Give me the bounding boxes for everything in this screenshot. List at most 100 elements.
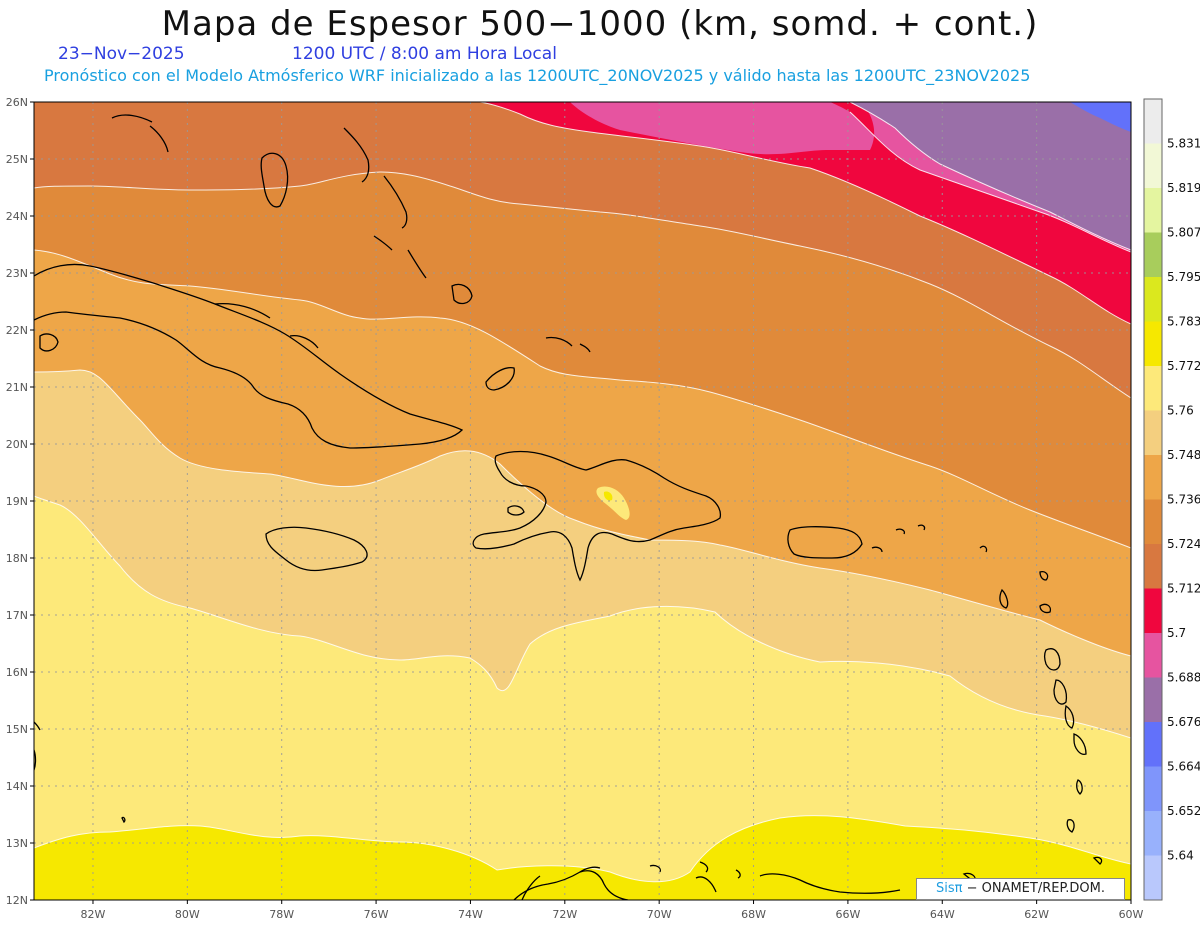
colorbar-swatch [1144,499,1162,545]
lat-label: 17N [6,609,28,622]
lon-label: 66W [835,908,860,921]
coast-puerto-rico [787,526,863,559]
colorbar-swatch [1144,366,1162,411]
colorbar-swatch [1144,410,1162,456]
colorbar-swatch [1144,811,1162,856]
lon-label: 60W [1119,908,1144,921]
coast-bahamas-andros [260,152,289,208]
colorbar-swatch [1144,766,1162,812]
colorbar-label: 5.64 [1167,849,1194,863]
lat-label: 24N [6,210,28,223]
coast-leeward [979,545,1052,614]
coast-guadeloupe [1043,648,1068,705]
coast-grenada [1066,819,1075,833]
lat-label: 15N [6,723,28,736]
colorbar-swatch [1144,677,1162,723]
credit-box: Sisπ − ONAMET/REP.DOM. [916,878,1125,900]
coast-st-vincent [1076,779,1083,795]
colorbar-label: 5.772 [1167,359,1200,373]
latitude-labels: 26N 25N 24N 23N 22N 21N 20N 19N 18N 17N 16N 15N 14N 1… [6,96,34,907]
credit-text: − ONAMET/REP.DOM. [962,881,1105,896]
lon-label: 74W [458,908,483,921]
coast-aruba-curacao [649,861,741,879]
colorbar-swatch [1144,99,1162,144]
colorbar-label: 5.76 [1167,404,1194,418]
colorbar-swatch [1144,855,1162,901]
coast-bahamas-exuma [373,235,393,251]
lon-label: 80W [175,908,200,921]
forecast-time: 1200 UTC / 8:00 am Hora Local [292,44,557,64]
colorbar-label: 5.7 [1167,626,1186,640]
coast-virgin-islands [871,524,926,553]
colorbar-label: 5.795 [1167,270,1200,284]
coast-cuba [34,263,464,449]
colorbar-frame [1143,98,1163,901]
colorbar-label: 5.807 [1167,226,1200,240]
lat-label: 18N [6,552,28,565]
lat-label: 16N [6,666,28,679]
lon-label: 82W [81,908,106,921]
coast-bahamas-inagua [451,283,473,305]
coast-turks [485,366,515,391]
lat-lon-grid [34,102,1131,900]
colorbar-swatch [1144,588,1162,634]
lon-label: 70W [647,908,672,921]
colorbar-label: 5.688 [1167,671,1200,685]
colorbar-label: 5.831 [1167,137,1200,151]
longitude-labels: 82W 80W 78W 76W 74W 72W 70W 68W 66W 64W 62W 60W [81,900,1144,921]
lon-label: 64W [930,908,955,921]
lat-label: 20N [6,438,28,451]
colorbar-label: 5.819 [1167,181,1200,195]
lon-label: 76W [364,908,389,921]
coast-martinique [1064,704,1075,729]
thickness-fill-layer [34,102,1131,900]
colorbar-swatch [1144,321,1162,367]
lon-label: 78W [269,908,294,921]
coast-jamaica [265,526,368,572]
colorbar-label: 5.783 [1167,315,1200,329]
colorbar-swatch [1144,544,1162,589]
credit-brand: Sisπ [935,881,963,896]
contour-lines [34,102,1131,883]
colorbar-label: 5.724 [1167,537,1200,551]
coast-isla-providencia [121,816,126,824]
colorbar-label: 5.712 [1167,582,1200,596]
coast-guajira [521,866,601,900]
band-purple [850,102,1131,250]
band-blue [1070,102,1131,132]
colorbar-label: 5.736 [1167,493,1200,507]
coast-tobago [1092,856,1103,865]
coast-st-lucia [1073,733,1087,755]
lat-label: 19N [6,495,28,508]
coast-gonave [507,505,525,516]
coast-hispaniola [472,450,722,582]
coast-cuba-north-keys [214,302,319,349]
lat-label: 12N [6,894,28,907]
colorbar-swatch [1144,277,1162,322]
forecast-subtitle: Pronóstico con el Modelo Atmósferico WRF… [44,66,1031,85]
lat-label: 22N [6,324,28,337]
lat-label: 13N [6,837,28,850]
lat-label: 23N [6,267,28,280]
colorbar-swatch [1144,232,1162,278]
colorbar-label: 5.652 [1167,804,1200,818]
lat-label: 25N [6,153,28,166]
coastlines [34,114,1103,900]
page-title: Mapa de Espesor 500−1000 (km, somd. + co… [161,4,1039,44]
colorbar-label: 5.664 [1167,760,1200,774]
coast-bahamas-cat [383,175,408,229]
lon-label: 72W [552,908,577,921]
colorbar-swatch [1144,143,1162,189]
coast-caicos [545,336,591,353]
lat-label: 26N [6,96,28,109]
colorbar: 5.831 5.819 5.807 5.795 5.783 5.772 5.76 5.748 5… [1143,98,1200,901]
coast-bahamas-long [407,249,427,279]
colorbar-label: 5.676 [1167,715,1200,729]
lat-label: 21N [6,381,28,394]
colorbar-swatch [1144,188,1162,233]
colorbar-label: 5.748 [1167,448,1200,462]
coast-bahamas-grand [111,114,169,153]
coast-isla-juventud [39,333,59,352]
coast-bahamas-eleuthera [343,127,370,183]
